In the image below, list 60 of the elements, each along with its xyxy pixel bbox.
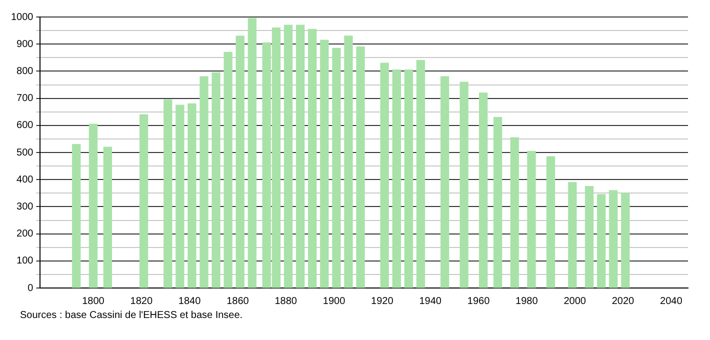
bar	[224, 52, 232, 288]
y-tick-label: 0	[28, 282, 34, 294]
bar	[284, 24, 293, 288]
bar	[380, 62, 389, 288]
bar	[440, 76, 450, 288]
bar	[139, 114, 148, 288]
x-tick-label: 1860	[226, 296, 250, 307]
bar	[248, 18, 256, 288]
x-tick-label: 1880	[274, 296, 298, 307]
bar	[493, 116, 502, 288]
bar	[88, 124, 98, 288]
bar	[596, 194, 606, 288]
bar	[416, 60, 426, 288]
y-tick-label: 700	[16, 93, 34, 104]
bar	[296, 24, 305, 288]
bar	[236, 36, 244, 288]
bar	[584, 186, 594, 288]
bar	[103, 146, 112, 288]
y-tick-label: 100	[16, 256, 34, 267]
y-tick-label: 300	[16, 201, 34, 212]
bar	[332, 48, 341, 288]
bar	[72, 144, 81, 288]
y-tick-label: 500	[16, 147, 34, 158]
x-tick-label: 1840	[178, 296, 202, 307]
source-note: Sources : base Cassini de l'EHESS et base Insee.	[20, 310, 244, 321]
bar	[478, 92, 488, 288]
bar	[404, 70, 413, 288]
bar	[609, 190, 618, 288]
x-tick-label: 1920	[371, 296, 394, 307]
x-tick-label: 2020	[612, 296, 635, 307]
y-tick-label: 600	[16, 120, 34, 132]
x-tick-label: 1940	[419, 296, 442, 307]
x-tick-label: 1980	[516, 296, 538, 307]
bar	[320, 40, 329, 288]
x-tick-label: 1800	[82, 296, 105, 307]
bar	[344, 36, 353, 288]
bar	[164, 99, 172, 288]
bar	[308, 28, 317, 288]
bar	[188, 103, 196, 288]
x-tick-label: 1900	[322, 296, 346, 307]
y-tick-label: 200	[16, 228, 34, 240]
bar	[460, 82, 468, 288]
bar	[176, 104, 184, 288]
bar	[392, 70, 401, 288]
y-tick-label: 1000	[10, 12, 34, 23]
y-tick-label: 800	[16, 66, 34, 77]
x-tick-label: 1960	[467, 296, 490, 307]
bar	[621, 192, 630, 288]
bar	[527, 150, 536, 288]
x-tick-label: 1820	[130, 296, 153, 307]
bar	[212, 72, 220, 288]
bar	[356, 46, 365, 288]
bar	[200, 76, 208, 288]
y-tick-label: 400	[16, 174, 34, 186]
bar	[510, 137, 519, 288]
bar	[568, 182, 577, 288]
x-tick-label: 2040	[660, 296, 683, 307]
x-tick-label: 2000	[564, 296, 586, 307]
bar	[546, 156, 556, 288]
y-tick-label: 900	[16, 38, 34, 50]
